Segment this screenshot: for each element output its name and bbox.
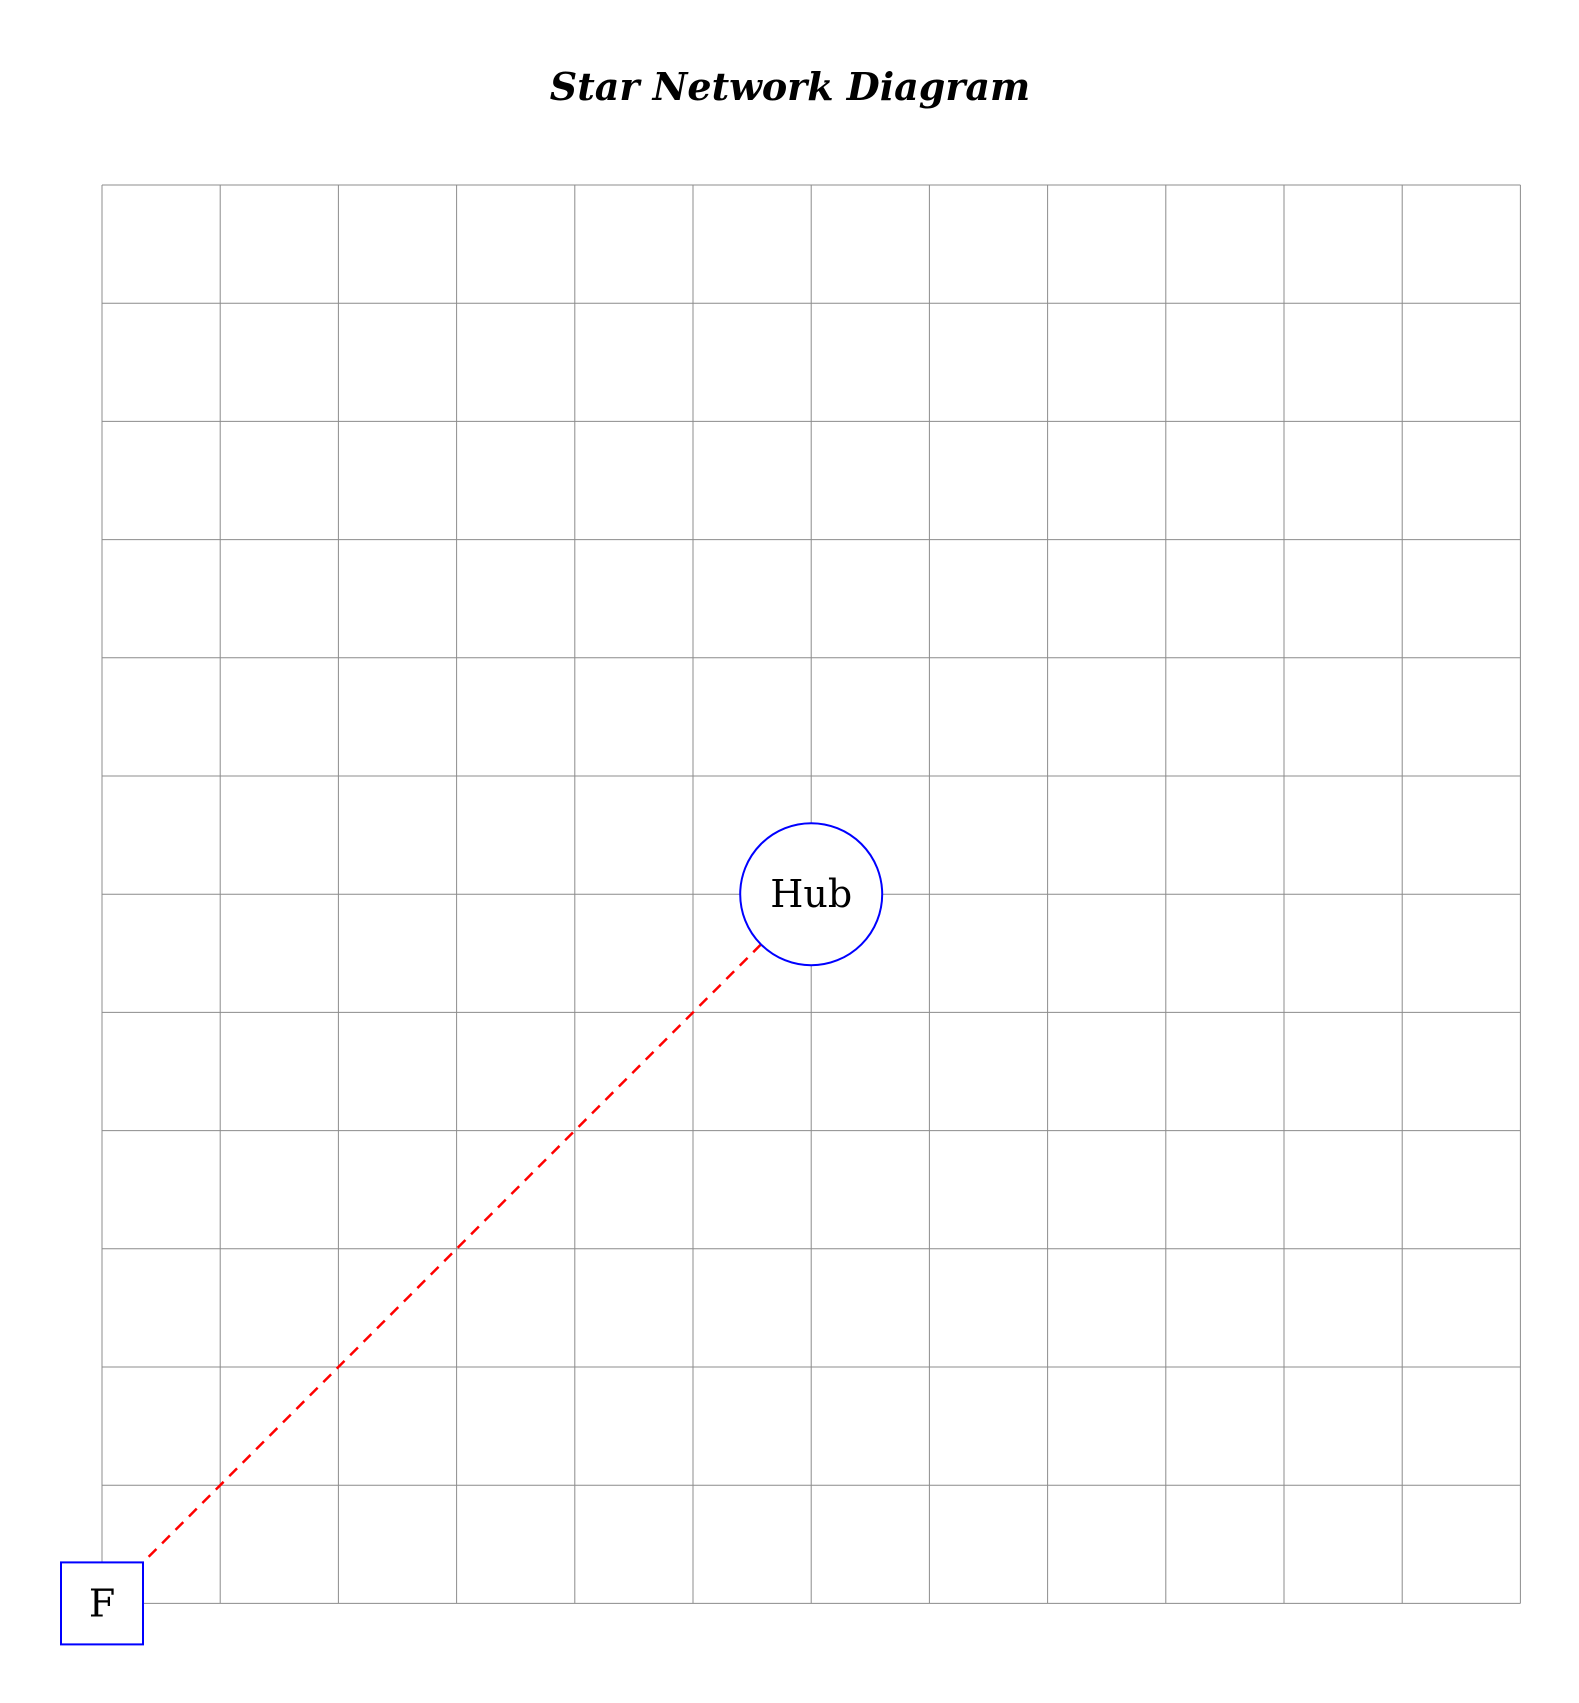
- edge-hub-f: [142, 943, 762, 1564]
- grid: [101, 184, 1521, 1604]
- node-f-shape: [60, 1561, 144, 1646]
- node-hub[interactable]: Hub: [739, 822, 884, 967]
- nodes: Hub F: [60, 822, 884, 1646]
- diagram-title: Star Network Diagram: [550, 64, 1030, 109]
- node-f[interactable]: F: [60, 1561, 144, 1646]
- node-f-label: F: [89, 1581, 115, 1625]
- node-hub-shape: [739, 822, 884, 967]
- node-hub-label: Hub: [770, 872, 852, 916]
- edges: [142, 943, 762, 1564]
